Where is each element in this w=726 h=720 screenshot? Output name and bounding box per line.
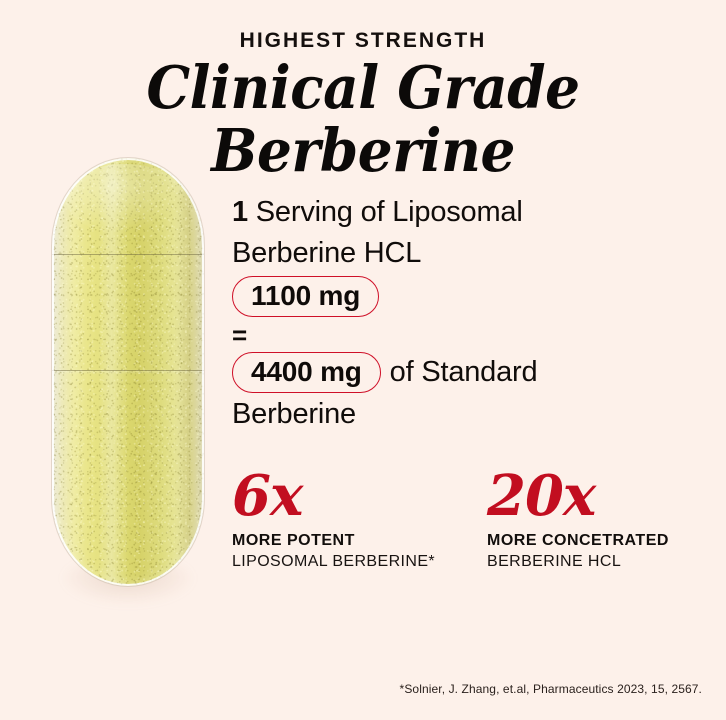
citation-footnote: *Solnier, J. Zhang, et.al, Pharmaceutics… xyxy=(399,682,702,696)
stats-row: 6x MORE POTENT LIPOSOMAL BERBERINE* 20x … xyxy=(232,466,702,572)
badge-row-1: 1100 mg xyxy=(232,274,702,318)
dose-badge-liposomal: 1100 mg xyxy=(232,275,380,317)
capsule-highlight-right xyxy=(174,158,204,586)
standard-berberine-line: Berberine xyxy=(232,398,356,430)
dose-badge-suffix: of Standard xyxy=(389,355,538,388)
equals-sign: = xyxy=(232,320,248,350)
dosage-copy: 1 Serving of Liposomal Berberine HCL 110… xyxy=(232,192,702,435)
capsule-body xyxy=(52,158,204,586)
stat-label-sub: BERBERINE HCL xyxy=(487,553,622,570)
capsule-seam-top xyxy=(52,254,204,255)
page-title: Clinical Grade Berberine xyxy=(146,53,580,185)
stat-label-sub: LIPOSOMAL BERBERINE* xyxy=(232,553,436,570)
capsule-highlight-center xyxy=(98,158,128,586)
capsule-seam-middle xyxy=(52,370,204,371)
capsule-gloss xyxy=(66,164,184,234)
powder-texture-fine xyxy=(52,158,204,586)
capsule-image xyxy=(51,157,205,604)
serving-text: Serving of Liposomal xyxy=(247,196,523,228)
badge-row-2: 4400 mg of Standard xyxy=(232,350,702,394)
serving-line-2: Berberine HCL xyxy=(232,237,422,269)
stat-concentration: 20x MORE CONCETRATED BERBERINE HCL xyxy=(487,466,702,572)
serving-count: 1 xyxy=(232,196,248,228)
eyebrow-text: HIGHEST STRENGTH xyxy=(239,29,487,52)
dose-badge-standard: 4400 mg xyxy=(232,351,381,393)
stat-number: 6x xyxy=(232,463,303,529)
stat-label-top: MORE POTENT xyxy=(232,532,355,549)
stat-potency: 6x MORE POTENT LIPOSOMAL BERBERINE* xyxy=(232,466,487,572)
capsule-highlight-left xyxy=(52,158,86,586)
stat-number: 20x xyxy=(487,463,596,529)
serving-line: 1 Serving of Liposomal xyxy=(232,192,702,233)
powder-texture xyxy=(52,158,204,586)
stat-label-top: MORE CONCETRATED xyxy=(487,532,669,549)
